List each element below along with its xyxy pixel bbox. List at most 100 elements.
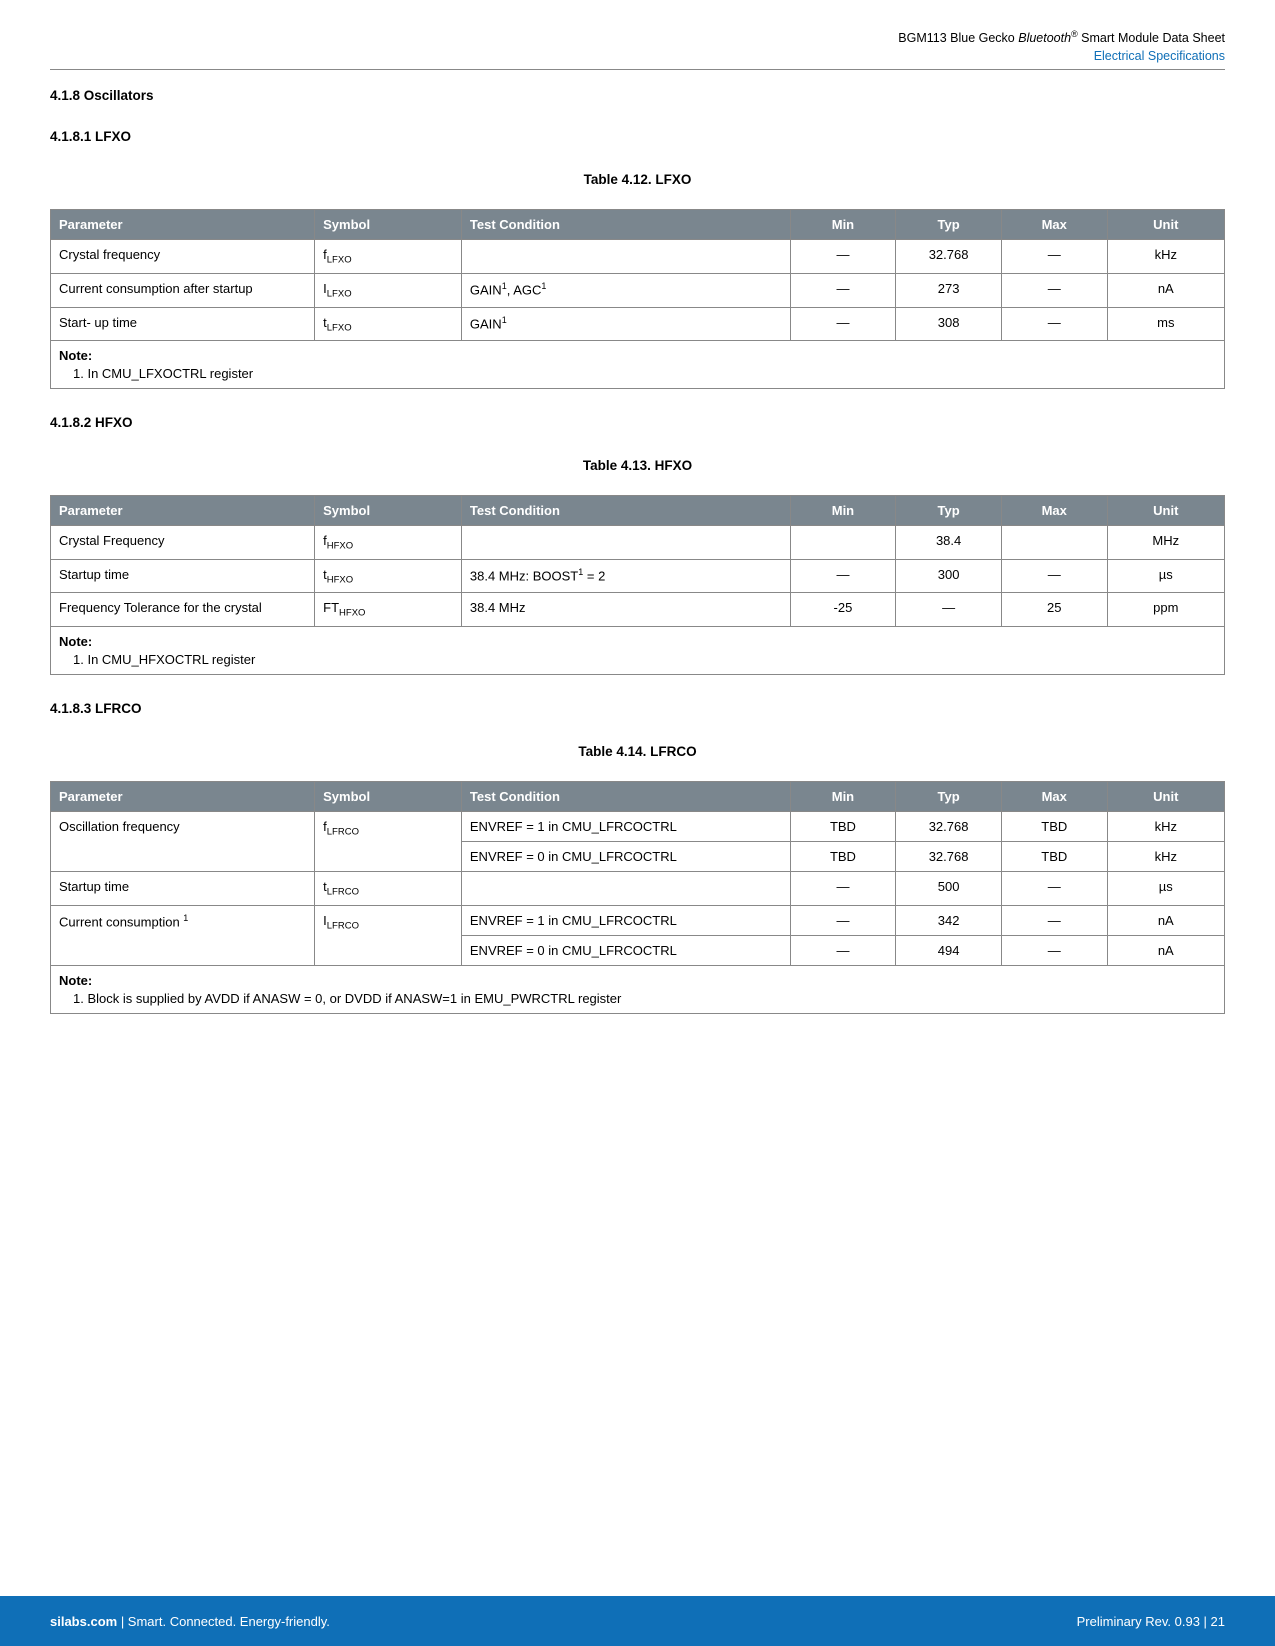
- cond-a: GAIN: [470, 316, 502, 331]
- table-row: Start- up time tLFXO GAIN1 — 308 — ms: [51, 307, 1225, 341]
- cell-unit: µs: [1107, 871, 1224, 905]
- cell-max: —: [1001, 307, 1107, 341]
- sym-sub: HFXO: [327, 541, 353, 552]
- note-body: 1. In CMU_HFXOCTRL register: [59, 652, 1216, 667]
- cell-min: TBD: [790, 811, 896, 841]
- cell-min: —: [790, 274, 896, 308]
- sym-sub: LFXO: [327, 322, 352, 333]
- cell-max: —: [1001, 871, 1107, 905]
- cell-cond: ENVREF = 0 in CMU_LFRCOCTRL: [461, 935, 790, 965]
- cell-symbol: FTHFXO: [315, 593, 462, 627]
- table-row: Current consumption after startup ILFXO …: [51, 274, 1225, 308]
- note-label: Note:: [59, 634, 1216, 649]
- th-typ: Typ: [896, 210, 1002, 240]
- heading-lfrco: 4.1.8.3 LFRCO: [50, 701, 1225, 716]
- heading-hfxo: 4.1.8.2 HFXO: [50, 415, 1225, 430]
- cell-unit: ms: [1107, 307, 1224, 341]
- th-min: Min: [790, 210, 896, 240]
- cell-unit: MHz: [1107, 526, 1224, 560]
- cond-a: 38.4 MHz: BOOST: [470, 568, 578, 583]
- cell-param: Start- up time: [51, 307, 315, 341]
- cell-max: —: [1001, 274, 1107, 308]
- cell-unit: kHz: [1107, 841, 1224, 871]
- cell-typ: 494: [896, 935, 1002, 965]
- note-label: Note:: [59, 348, 1216, 363]
- heading-lfxo: 4.1.8.1 LFXO: [50, 129, 1225, 144]
- cell-symbol: tHFXO: [315, 559, 462, 593]
- footer-right: Preliminary Rev. 0.93 | 21: [1077, 1614, 1225, 1629]
- cell-max: TBD: [1001, 811, 1107, 841]
- cell-typ: 38.4: [896, 526, 1002, 560]
- footer-domain: silabs.com: [50, 1614, 117, 1629]
- table-header-row: Parameter Symbol Test Condition Min Typ …: [51, 496, 1225, 526]
- table-row: Startup time tHFXO 38.4 MHz: BOOST1 = 2 …: [51, 559, 1225, 593]
- cell-typ: 32.768: [896, 240, 1002, 274]
- th-max: Max: [1001, 496, 1107, 526]
- cell-cond: ENVREF = 0 in CMU_LFRCOCTRL: [461, 841, 790, 871]
- cell-symbol: fHFXO: [315, 526, 462, 560]
- table-header-row: Parameter Symbol Test Condition Min Typ …: [51, 210, 1225, 240]
- cell-typ: 32.768: [896, 811, 1002, 841]
- cell-cond: [461, 240, 790, 274]
- th-symbol: Symbol: [315, 496, 462, 526]
- cell-unit: kHz: [1107, 240, 1224, 274]
- cell-note: Note: 1. Block is supplied by AVDD if AN…: [51, 965, 1225, 1013]
- th-condition: Test Condition: [461, 781, 790, 811]
- cell-note: Note: 1. In CMU_HFXOCTRL register: [51, 626, 1225, 674]
- cell-unit: kHz: [1107, 811, 1224, 841]
- doc-title-line1: BGM113 Blue Gecko Bluetooth® Smart Modul…: [50, 28, 1225, 47]
- cell-typ: 308: [896, 307, 1002, 341]
- heading-oscillators: 4.1.8 Oscillators: [50, 88, 1225, 103]
- cell-typ: 342: [896, 905, 1002, 935]
- sym-pre: FT: [323, 600, 339, 615]
- header-rule: [50, 69, 1225, 70]
- th-max: Max: [1001, 781, 1107, 811]
- cell-max: 25: [1001, 593, 1107, 627]
- table-row: Startup time tLFRCO — 500 — µs: [51, 871, 1225, 905]
- cell-symbol: tLFXO: [315, 307, 462, 341]
- footer-left: silabs.com | Smart. Connected. Energy-fr…: [50, 1614, 330, 1629]
- sym-sub: HFXO: [339, 608, 365, 619]
- cell-param: Oscillation frequency: [51, 811, 315, 871]
- sym-sub: HFXO: [327, 574, 353, 585]
- cell-typ: 32.768: [896, 841, 1002, 871]
- cell-param: Current consumption 1: [51, 905, 315, 965]
- th-max: Max: [1001, 210, 1107, 240]
- param-a: Current consumption: [59, 914, 183, 929]
- table-note-row: Note: 1. In CMU_LFXOCTRL register: [51, 341, 1225, 389]
- cell-min: —: [790, 935, 896, 965]
- th-unit: Unit: [1107, 781, 1224, 811]
- cell-max: —: [1001, 240, 1107, 274]
- cell-cond: [461, 871, 790, 905]
- sym-sub: LFRCO: [327, 827, 359, 838]
- cell-unit: nA: [1107, 905, 1224, 935]
- cell-symbol: fLFXO: [315, 240, 462, 274]
- note-body: 1. Block is supplied by AVDD if ANASW = …: [59, 991, 1216, 1006]
- cell-symbol: fLFRCO: [315, 811, 462, 871]
- th-parameter: Parameter: [51, 781, 315, 811]
- cell-max: —: [1001, 559, 1107, 593]
- cell-max: —: [1001, 905, 1107, 935]
- table-lfrco: Parameter Symbol Test Condition Min Typ …: [50, 781, 1225, 1014]
- doc-header: BGM113 Blue Gecko Bluetooth® Smart Modul…: [50, 28, 1225, 65]
- cell-param: Startup time: [51, 871, 315, 905]
- table-header-row: Parameter Symbol Test Condition Min Typ …: [51, 781, 1225, 811]
- cell-unit: nA: [1107, 274, 1224, 308]
- cell-cond: [461, 526, 790, 560]
- cell-cond: ENVREF = 1 in CMU_LFRCOCTRL: [461, 811, 790, 841]
- note-body: 1. In CMU_LFXOCTRL register: [59, 366, 1216, 381]
- th-parameter: Parameter: [51, 210, 315, 240]
- doc-title-a: BGM113 Blue Gecko: [898, 31, 1018, 45]
- cell-symbol: ILFXO: [315, 274, 462, 308]
- th-unit: Unit: [1107, 210, 1224, 240]
- cell-param: Frequency Tolerance for the crystal: [51, 593, 315, 627]
- table12-title: Table 4.12. LFXO: [50, 172, 1225, 187]
- sym-sub: LFRCO: [327, 920, 359, 931]
- th-min: Min: [790, 781, 896, 811]
- cond-b: = 2: [583, 568, 605, 583]
- cell-min: [790, 526, 896, 560]
- cell-unit: ppm: [1107, 593, 1224, 627]
- cell-max: [1001, 526, 1107, 560]
- table14-title: Table 4.14. LFRCO: [50, 744, 1225, 759]
- doc-section-name: Electrical Specifications: [50, 47, 1225, 65]
